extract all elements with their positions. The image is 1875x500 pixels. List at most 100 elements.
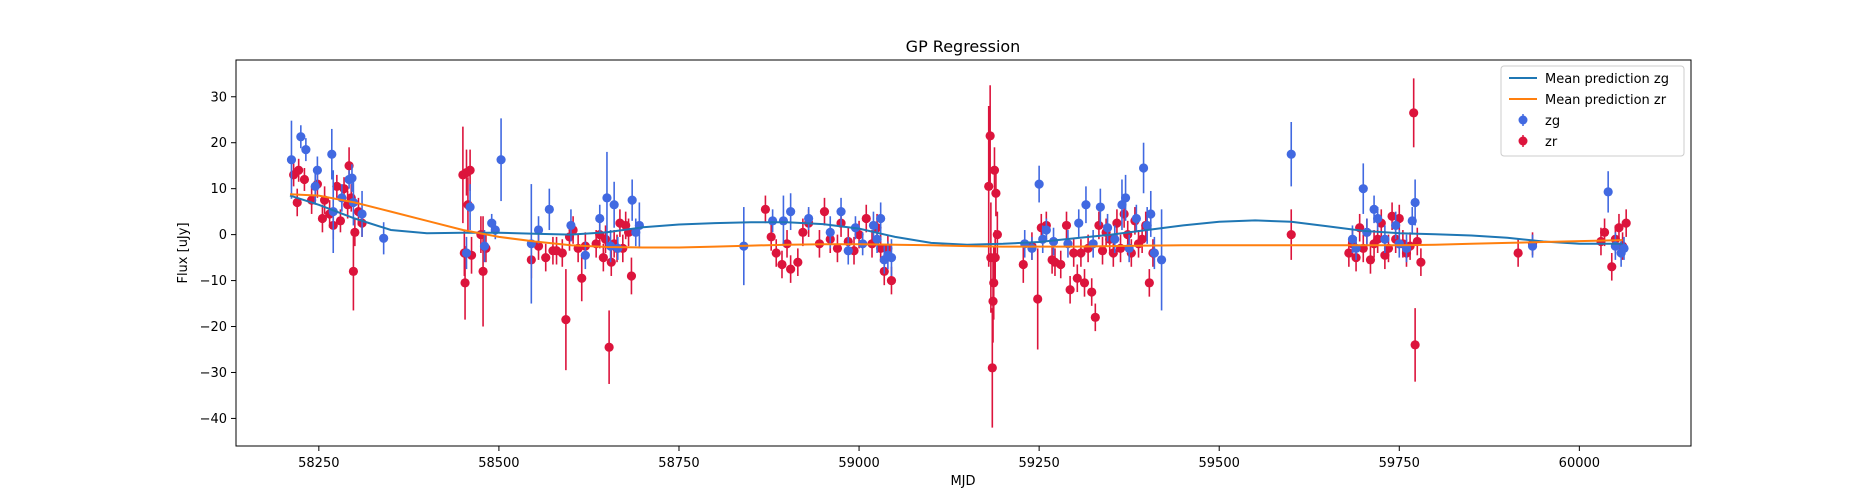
legend-label-mean-zr: Mean prediction zr — [1545, 93, 1667, 108]
zg-point — [301, 145, 311, 155]
zr-point — [854, 230, 864, 240]
y-tick-label: −40 — [200, 412, 227, 427]
zg-point — [296, 132, 306, 142]
zr-point — [1373, 234, 1383, 244]
zg-point — [631, 227, 641, 237]
legend-label-zr: zr — [1545, 135, 1558, 150]
zr-point — [985, 131, 995, 141]
zg-point — [580, 250, 590, 260]
mean-prediction-zg-line — [289, 194, 1623, 246]
zg-point — [1603, 187, 1613, 197]
zg-point — [1286, 149, 1296, 159]
zr-point — [292, 197, 302, 208]
x-tick-label: 59000 — [838, 456, 879, 471]
x-tick-label: 59250 — [1018, 456, 1059, 471]
y-tick-label: −30 — [200, 366, 227, 381]
zr-point — [604, 342, 614, 352]
x-tick-label: 58250 — [298, 456, 339, 471]
zr-point — [465, 165, 475, 175]
y-tick-label: −20 — [200, 320, 227, 335]
x-tick-label: 59500 — [1199, 456, 1240, 471]
zg-point — [1373, 213, 1383, 224]
zg-point — [327, 149, 337, 159]
zr-point — [990, 252, 1000, 263]
zg-point — [1527, 241, 1538, 251]
zg-point — [1391, 220, 1401, 231]
zg-point — [487, 218, 497, 228]
y-axis-label: Flux [uJy] — [176, 222, 191, 283]
zr-point — [766, 232, 776, 242]
zr-point — [1094, 220, 1104, 231]
zr-point — [1286, 230, 1296, 240]
mean-prediction-lines — [289, 193, 1623, 249]
zg-point — [1142, 220, 1152, 231]
zg-point — [1146, 209, 1156, 219]
zr-point — [1416, 257, 1426, 267]
zg-point — [1619, 243, 1629, 254]
zr-point — [1087, 287, 1097, 297]
zg-point — [1081, 200, 1091, 210]
zg-point — [872, 234, 882, 244]
zg-point — [786, 207, 796, 217]
zg-point — [1110, 234, 1120, 244]
zr-point — [861, 213, 871, 224]
legend-box — [1500, 65, 1685, 157]
legend-marker-zg — [1518, 114, 1528, 126]
zr-point — [1079, 278, 1090, 288]
x-axis: 58250 58500 58750 59000 59250 59500 59750 60000 — [298, 446, 1600, 471]
zr-point — [1108, 248, 1118, 258]
plot-area — [286, 78, 1631, 428]
zr-point — [1072, 273, 1082, 283]
zr-point — [1097, 246, 1108, 256]
zr-point — [771, 248, 781, 258]
zg-point — [347, 173, 357, 183]
zr-point — [577, 273, 587, 283]
zr-point — [760, 204, 771, 214]
zr-point — [1076, 248, 1086, 258]
chart-title: GP Regression — [906, 37, 1021, 56]
y-tick-label: 30 — [210, 90, 227, 105]
legend-label-zg: zg — [1545, 114, 1560, 129]
y-tick-label: 20 — [210, 136, 227, 151]
x-tick-label: 58500 — [478, 456, 519, 471]
zr-point — [1056, 259, 1066, 270]
zg-point — [1102, 223, 1113, 233]
zr-point — [1409, 108, 1419, 118]
y-tick-label: −10 — [200, 274, 227, 289]
zg-point — [1410, 197, 1420, 208]
zr-point — [984, 181, 994, 191]
zr-point — [1599, 227, 1610, 237]
zg-point — [465, 202, 475, 212]
zg-point — [595, 213, 605, 224]
zr-point — [317, 213, 328, 224]
zg-point — [566, 220, 576, 231]
zr-point — [777, 259, 787, 270]
zg-point — [310, 181, 320, 191]
y-tick-label: 0 — [219, 228, 227, 243]
zr-point — [1018, 259, 1028, 270]
zg-point — [609, 200, 619, 210]
zg-point — [1074, 218, 1084, 228]
zg-point — [843, 246, 853, 256]
zr-point — [600, 234, 611, 244]
zg-point — [379, 233, 389, 243]
zr-point — [294, 165, 304, 175]
y-tick-label: 10 — [210, 182, 227, 197]
zr-point — [478, 266, 488, 276]
zr-point — [348, 266, 359, 276]
mean-prediction-zr-line — [289, 193, 1623, 249]
zg-point — [312, 165, 322, 175]
zr-point — [876, 243, 886, 254]
zg-point — [1380, 234, 1390, 244]
zr-point — [991, 188, 1001, 198]
zr-point — [1344, 248, 1354, 258]
zg-point — [1034, 179, 1044, 189]
zr-point — [987, 363, 997, 373]
zg-point — [1131, 213, 1141, 224]
zr-point — [1513, 248, 1523, 258]
zr-point — [1112, 218, 1122, 228]
zr-point — [299, 174, 310, 185]
zr-point — [460, 278, 470, 288]
zr-point — [332, 181, 342, 191]
